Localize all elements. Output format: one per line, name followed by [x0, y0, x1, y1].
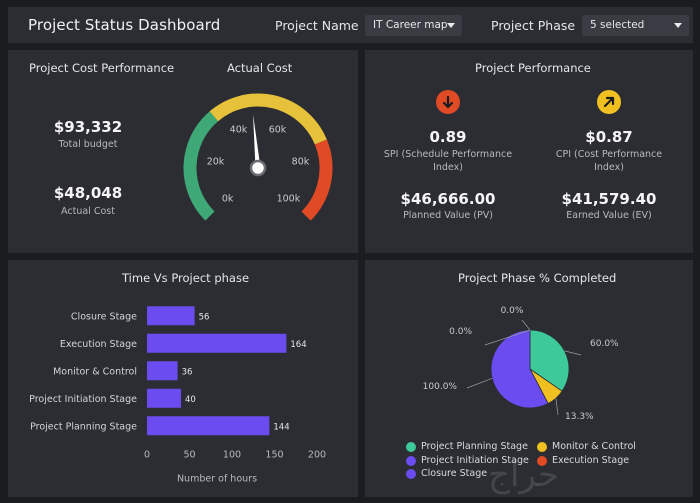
- chevron-down-icon: [447, 23, 455, 28]
- legend-label: Execution Stage: [552, 455, 630, 466]
- x-tick-label: 150: [265, 450, 283, 461]
- legend-item[interactable]: Closure Stage: [406, 468, 487, 479]
- spi-value: 0.89: [429, 128, 467, 146]
- bar-value-label: 144: [273, 422, 289, 432]
- project-performance-panel: Project Performance 0.89 SPI (Schedule P…: [365, 50, 693, 253]
- legend-swatch: [537, 441, 547, 452]
- legend-label: Closure Stage: [421, 468, 488, 479]
- legend-label: Project Initiation Stage: [421, 455, 529, 466]
- time-vs-phase-chart: Closure Stage 56 Execution Stage 164 Monitor…: [29, 306, 326, 485]
- arrow-up-right-icon: [597, 90, 621, 114]
- pv-label: Planned Value (PV): [403, 210, 493, 221]
- legend-swatch: [406, 468, 416, 479]
- bar-value-label: 164: [290, 340, 306, 350]
- gauge-hub: [249, 159, 267, 177]
- x-axis-label: Number of hours: [177, 474, 257, 485]
- project-phase-value: 5 selected: [590, 19, 645, 31]
- legend-label: Project Planning Stage: [421, 441, 528, 452]
- phase-completed-pie: 60.0% 13.3% 100.0% 0.0% 0.0%: [423, 306, 619, 422]
- ev-value: $41,579.40: [561, 190, 657, 208]
- ev-label: Earned Value (EV): [566, 210, 652, 221]
- cost-performance-panel: Project Cost Performance Actual Cost $93…: [8, 50, 358, 253]
- bar-value-label: 56: [199, 312, 210, 322]
- gauge-tick-label: 100k: [277, 193, 301, 204]
- arrow-down-icon: [436, 90, 460, 114]
- legend-label: Monitor & Control: [552, 441, 636, 452]
- gauge-tick-label: 40k: [230, 125, 248, 136]
- pie-leader-line: [521, 319, 531, 331]
- bar[interactable]: [147, 416, 270, 436]
- pie-leader-line: [484, 329, 531, 346]
- gauge-needle: [253, 114, 261, 169]
- pie-leader-line: [466, 378, 493, 389]
- legend-swatch: [537, 455, 547, 466]
- bar[interactable]: [147, 333, 287, 353]
- project-name-value: IT Career map: [373, 19, 448, 31]
- bar-category-label: Project Initiation Stage: [29, 394, 137, 405]
- gauge-arc-mid: [209, 93, 327, 145]
- cpi-label: CPI (Cost Performance Index): [555, 149, 663, 173]
- watermark: حراج: [488, 455, 560, 495]
- gauge-title: Actual Cost: [227, 61, 293, 75]
- gauge-tick-label: 20k: [207, 156, 225, 167]
- gauge-tick-label: 80k: [292, 156, 310, 167]
- project-phase-label: Project Phase: [491, 18, 576, 33]
- chevron-down-icon: [674, 23, 682, 28]
- total-budget-value: $93,332: [53, 118, 123, 136]
- bar[interactable]: [147, 306, 195, 326]
- pie-slice-label: 0.0%: [449, 327, 472, 337]
- actual-cost-gauge: 0k 20k 40k 60k 80k 100k: [183, 93, 333, 221]
- performance-panel-title: Project Performance: [475, 61, 591, 75]
- actual-cost-label: Actual Cost: [61, 206, 115, 217]
- cost-panel-title: Project Cost Performance: [29, 61, 175, 75]
- x-tick-label: 200: [308, 450, 326, 461]
- legend-swatch: [406, 441, 416, 452]
- cpi-value: $0.87: [585, 128, 633, 146]
- pie-slice-label: 60.0%: [590, 339, 619, 349]
- pie-leader-line: [564, 350, 582, 356]
- bar-chart-title: Time Vs Project phase: [122, 271, 250, 285]
- bar-value-label: 40: [185, 395, 196, 405]
- pie-slice-label: 100.0%: [423, 382, 458, 392]
- legend-swatch: [406, 455, 416, 466]
- legend-item[interactable]: Monitor & Control: [537, 441, 636, 452]
- x-tick-label: 50: [183, 450, 195, 461]
- bar-category-label: Project Planning Stage: [30, 421, 137, 432]
- pie-slice[interactable]: [529, 329, 570, 392]
- dashboard-header: Project Status Dashboard Project Name IT…: [8, 7, 693, 43]
- legend-item[interactable]: Execution Stage: [537, 455, 629, 466]
- phase-completed-panel: Project Phase % Completed 60.0% 13.3% 100.…: [365, 260, 693, 497]
- legend-item[interactable]: Project Initiation Stage: [406, 455, 529, 466]
- pie-leader-line: [555, 398, 559, 416]
- total-budget-label: Total budget: [58, 139, 118, 150]
- spi-label: SPI (Schedule Performance Index): [383, 149, 513, 173]
- gauge-tick-label: 60k: [269, 125, 287, 136]
- project-name-dropdown[interactable]: IT Career map: [365, 15, 462, 36]
- pv-value: $46,666.00: [400, 190, 496, 208]
- project-name-label: Project Name: [275, 18, 359, 33]
- project-phase-dropdown[interactable]: 5 selected: [582, 15, 689, 36]
- bar-category-label: Closure Stage: [71, 311, 137, 322]
- bar[interactable]: [147, 361, 178, 381]
- actual-cost-value: $48,048: [53, 184, 123, 202]
- legend-item[interactable]: Project Planning Stage: [406, 441, 528, 452]
- bar-value-label: 36: [182, 367, 193, 377]
- pie-slice-label: 13.3%: [565, 412, 594, 422]
- x-tick-label: 100: [223, 450, 241, 461]
- pie-slice-label: 0.0%: [501, 306, 524, 316]
- page-title: Project Status Dashboard: [28, 16, 221, 34]
- time-vs-phase-panel: Time Vs Project phase Closure Stage 56 Exe…: [8, 260, 358, 497]
- bar-category-label: Monitor & Control: [53, 366, 137, 377]
- gauge-arc-low: [183, 111, 219, 221]
- gauge-arc-high: [301, 139, 333, 221]
- bar-category-label: Execution Stage: [60, 339, 137, 350]
- pie-chart-title: Project Phase % Completed: [458, 271, 617, 285]
- gauge-tick-label: 0k: [222, 193, 234, 204]
- x-tick-label: 0: [144, 450, 150, 461]
- bar[interactable]: [147, 388, 181, 408]
